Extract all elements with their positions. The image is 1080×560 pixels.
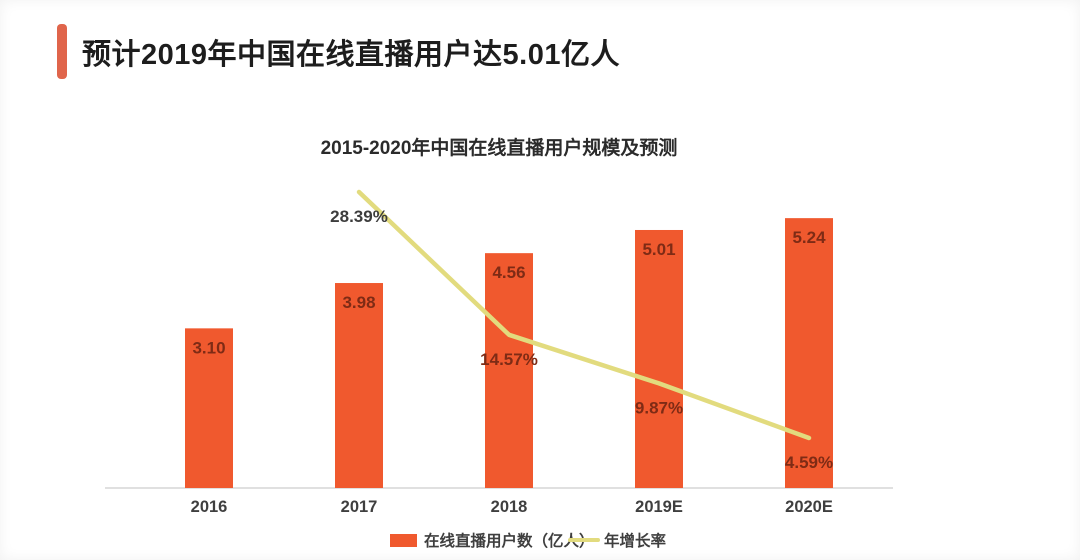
page-title: 预计2019年中国在线直播用户达5.01亿人 <box>82 38 620 71</box>
bar-value-label: 3.98 <box>342 293 375 312</box>
bar-value-label: 3.10 <box>192 338 225 357</box>
bar-value-label: 5.24 <box>792 228 826 247</box>
header: 预计2019年中国在线直播用户达5.01亿人 <box>57 24 620 79</box>
bar-value-label: 5.01 <box>642 240 675 259</box>
legend-line-label: 年增长率 <box>604 531 667 550</box>
bar-2020E <box>785 218 833 488</box>
growth-rate-label: 4.59% <box>785 453 833 472</box>
title-accent-bar <box>57 24 67 79</box>
legend-bar-swatch <box>390 534 417 547</box>
x-axis-label-2019E: 2019E <box>635 498 683 516</box>
bar-2018 <box>485 253 533 488</box>
chart-plot: 3.10 3.98 4.56 5.01 5.24 28.39% 14.57% 9.87% 4.5… <box>185 189 833 516</box>
x-axis-label-2018: 2018 <box>491 498 528 516</box>
bar-2019E <box>635 229 683 489</box>
growth-rate-label: 28.39% <box>330 207 388 226</box>
x-axis-label-2016: 2016 <box>191 498 228 516</box>
bar-value-label: 4.56 <box>492 263 525 282</box>
growth-rate-line <box>356 189 812 441</box>
x-axis-label-2017: 2017 <box>341 498 378 516</box>
bar-2016 <box>185 328 233 488</box>
legend-bar-label: 在线直播用户数（亿人） <box>424 531 595 550</box>
chart-legend: 在线直播用户数（亿人） 年增长率 <box>390 531 667 550</box>
bar-2017 <box>335 283 383 488</box>
growth-rate-label: 9.87% <box>635 398 683 417</box>
growth-rate-label: 14.57% <box>480 350 538 369</box>
chart-title: 2015-2020年中国在线直播用户规模及预测 <box>321 136 678 159</box>
x-axis-label-2020E: 2020E <box>785 498 833 516</box>
